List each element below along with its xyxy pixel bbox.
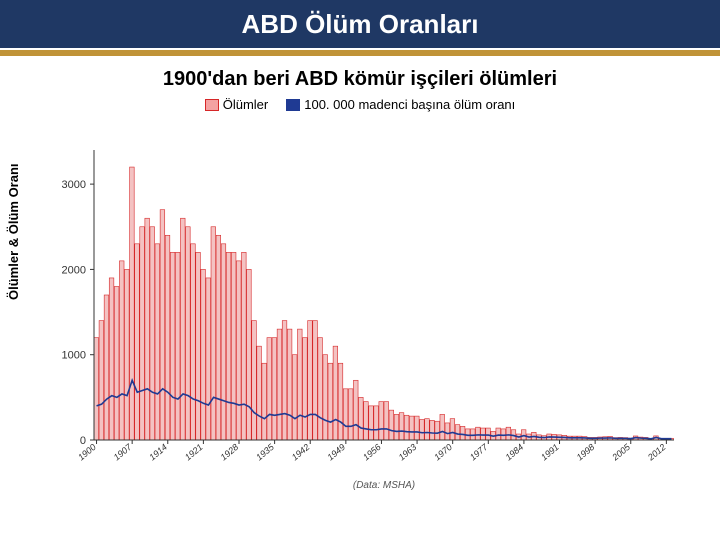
svg-text:1942: 1942 bbox=[290, 442, 312, 463]
legend: Ölümler 100. 000 madenci başına ölüm ora… bbox=[0, 97, 720, 112]
svg-text:1935: 1935 bbox=[254, 441, 277, 462]
svg-text:1928: 1928 bbox=[219, 442, 241, 463]
chart-area: 0100020003000190019071914192119281935194… bbox=[34, 140, 694, 500]
legend-swatch-rate bbox=[286, 99, 300, 111]
svg-text:1984: 1984 bbox=[503, 442, 525, 463]
legend-label-deaths: Ölümler bbox=[223, 97, 269, 112]
svg-text:1914: 1914 bbox=[147, 442, 169, 463]
chart-svg: 0100020003000190019071914192119281935194… bbox=[34, 140, 694, 500]
subtitle: 1900'dan beri ABD kömür işçileri ölümler… bbox=[0, 68, 720, 91]
svg-text:2012: 2012 bbox=[645, 442, 668, 463]
svg-text:1977: 1977 bbox=[468, 441, 491, 462]
legend-label-rate: 100. 000 madenci başına ölüm oranı bbox=[304, 97, 515, 112]
svg-text:0: 0 bbox=[80, 435, 86, 447]
svg-text:2005: 2005 bbox=[610, 441, 633, 463]
svg-text:1921: 1921 bbox=[183, 442, 205, 463]
legend-swatch-deaths bbox=[205, 99, 219, 111]
slide-title: ABD Ölüm Oranları bbox=[242, 9, 479, 40]
svg-text:(Data: MSHA): (Data: MSHA) bbox=[353, 480, 415, 491]
legend-item-rate: 100. 000 madenci başına ölüm oranı bbox=[286, 97, 515, 112]
svg-text:1998: 1998 bbox=[575, 442, 597, 463]
title-bar: ABD Ölüm Oranları bbox=[0, 0, 720, 48]
svg-text:2000: 2000 bbox=[62, 264, 86, 276]
svg-text:1907: 1907 bbox=[112, 441, 135, 462]
svg-text:1963: 1963 bbox=[397, 442, 419, 463]
svg-text:1949: 1949 bbox=[325, 442, 347, 463]
slide: ABD Ölüm Oranları 1900'dan beri ABD kömü… bbox=[0, 0, 720, 540]
svg-text:1991: 1991 bbox=[539, 442, 561, 463]
y-axis-label: Ölümler & Ölüm Oranı bbox=[6, 163, 21, 300]
accent-bar bbox=[0, 50, 720, 56]
svg-text:1970: 1970 bbox=[432, 442, 454, 463]
svg-text:3000: 3000 bbox=[62, 179, 86, 191]
legend-item-deaths: Ölümler bbox=[205, 97, 269, 112]
svg-text:1956: 1956 bbox=[361, 442, 383, 463]
svg-text:1000: 1000 bbox=[62, 350, 86, 362]
